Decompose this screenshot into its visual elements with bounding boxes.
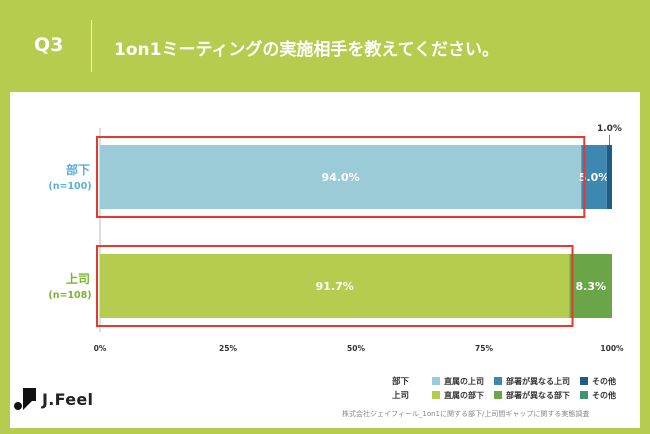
legend-swatch bbox=[494, 377, 502, 385]
x-tick-label: 100% bbox=[600, 344, 624, 353]
legend-item: 部署が異なる部下 bbox=[494, 390, 570, 401]
x-tick-label: 25% bbox=[219, 344, 237, 353]
header-divider bbox=[91, 20, 92, 72]
data-label: 91.7% bbox=[316, 280, 354, 293]
bar-segment bbox=[606, 145, 612, 209]
legend-swatch bbox=[580, 391, 588, 399]
logo-text: J.Feel bbox=[42, 389, 94, 409]
legend-swatch bbox=[580, 377, 588, 385]
x-tick-label: 75% bbox=[475, 344, 493, 353]
data-label: 5.0% bbox=[579, 171, 610, 184]
legend-item: その他 bbox=[580, 390, 616, 401]
data-label: 94.0% bbox=[322, 171, 360, 184]
legend-label: 直属の部下 bbox=[444, 390, 484, 400]
highlight-box bbox=[96, 136, 586, 218]
legend-label: その他 bbox=[592, 390, 616, 400]
company-logo: J.Feel bbox=[14, 388, 93, 410]
legend-group-manager: 上司 直属の部下 部署が異なる部下 その他 bbox=[392, 388, 626, 402]
x-tick-label: 0% bbox=[94, 344, 107, 353]
legend-item: 直属の部下 bbox=[432, 390, 484, 401]
legend-item: 部署が異なる上司 bbox=[494, 376, 570, 387]
legend-group-label: 部下 bbox=[392, 377, 410, 387]
legend-label: 直属の上司 bbox=[444, 376, 484, 386]
legend-label: 部署が異なる上司 bbox=[506, 376, 570, 386]
header: Q3 1on1ミーティングの実施相手を教えてください。 bbox=[0, 0, 650, 92]
legend-item: その他 bbox=[580, 376, 616, 387]
bar-segment bbox=[581, 145, 607, 209]
highlight-box bbox=[96, 245, 574, 327]
legend-swatch bbox=[494, 391, 502, 399]
source-note: 株式会社ジェイフィール_1on1に関する部下/上司間ギャップに関する実態調査 bbox=[342, 410, 590, 418]
logo-mark-icon bbox=[14, 388, 36, 410]
category-label: 部下 bbox=[66, 162, 90, 177]
bar-segment bbox=[569, 254, 612, 318]
question-title: 1on1ミーティングの実施相手を教えてください。 bbox=[114, 40, 500, 60]
category-sample-size: (n=108) bbox=[48, 290, 91, 301]
question-number: Q3 bbox=[34, 34, 64, 56]
x-tick-label: 50% bbox=[347, 344, 365, 353]
legend-item: 直属の上司 bbox=[432, 376, 484, 387]
legend-swatch bbox=[432, 391, 440, 399]
legend-group-label: 上司 bbox=[392, 391, 410, 401]
legend-group-subordinate: 部下 直属の上司 部署が異なる上司 その他 bbox=[392, 374, 626, 388]
legend-label: その他 bbox=[592, 376, 616, 386]
legend-swatch bbox=[432, 377, 440, 385]
data-label: 1.0% bbox=[597, 124, 622, 134]
data-label: 8.3% bbox=[575, 280, 606, 293]
bar-segment bbox=[100, 145, 582, 209]
legend-label: 部署が異なる部下 bbox=[506, 390, 570, 400]
bar-segment bbox=[100, 254, 570, 318]
category-sample-size: (n=100) bbox=[48, 181, 91, 192]
category-label: 上司 bbox=[66, 271, 90, 286]
